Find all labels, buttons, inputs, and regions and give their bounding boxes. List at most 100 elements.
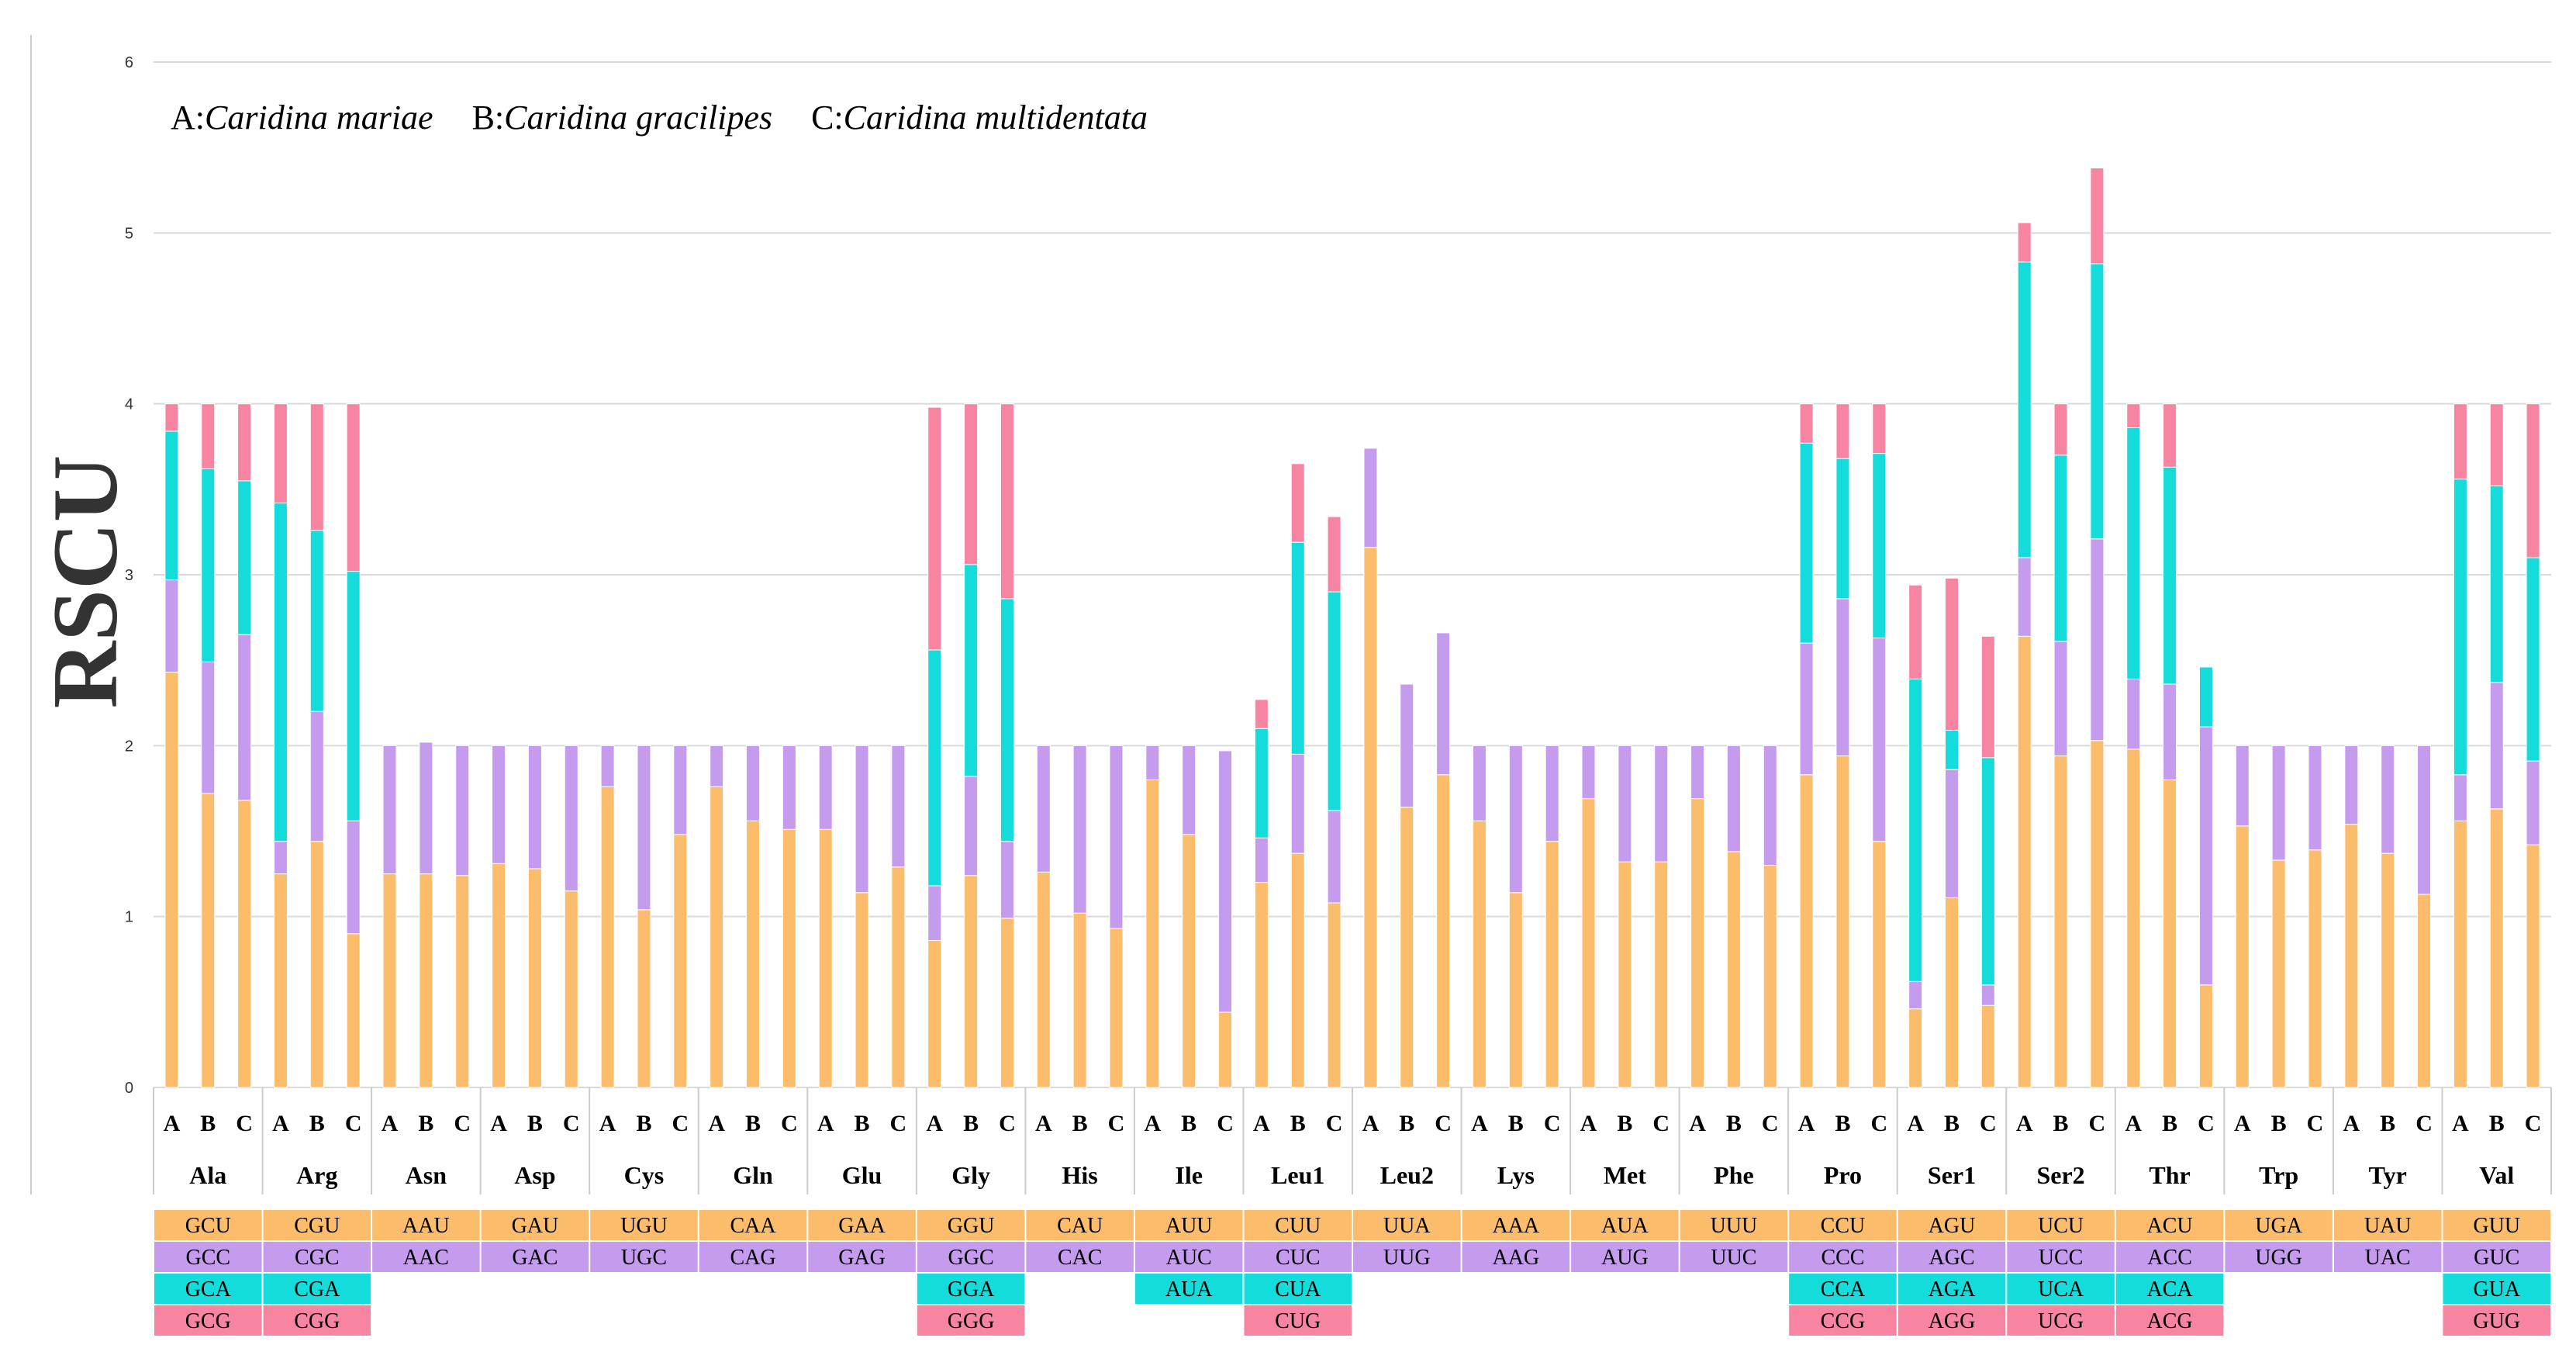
codon-label: UCA [2038,1277,2084,1302]
species-label-a: A [1253,1111,1270,1136]
bar-pro-a-ccc [1799,642,1814,776]
codon-label: UGA [2255,1214,2302,1238]
codon-label: GAA [838,1214,886,1238]
amino-acid-label: Leu1 [1271,1161,1324,1189]
bar-ala-c-gcg [237,403,252,482]
bar-pro-b-cca [1835,458,1850,600]
bar-tyr-b-uac [2381,745,2395,854]
bar-ala-a-gcu [164,672,179,1088]
amino-acid-label: Asn [406,1161,447,1189]
amino-acid-label: His [1062,1161,1098,1189]
codon-cell [1897,1242,2006,1272]
bar-thr-a-acu [2126,748,2141,1088]
codon-cell [154,1242,262,1272]
species-label-c: C [999,1111,1016,1136]
bar-gly-a-ggc [927,885,942,942]
codon-label: GAU [512,1214,559,1238]
bar-arg-a-cgc [273,841,288,875]
bar-met-b-aug [1618,745,1632,863]
codon-cell [1134,1242,1243,1272]
species-label-a: A [2125,1111,2142,1136]
species-label-c: C [1435,1111,1452,1136]
bar-ser2-b-ucu [2053,755,2068,1088]
codon-cell [2225,1210,2333,1240]
bar-ser1-c-agu [1980,1004,1995,1088]
bar-asp-c-gau [564,890,578,1088]
bar-pro-c-ccu [1872,841,1887,1088]
species-label-c: C [563,1111,580,1136]
bar-lys-c-aag [1545,745,1559,842]
bar-his-c-cac [1109,745,1124,929]
codon-label: GGA [948,1277,995,1302]
codon-cell [2443,1274,2550,1304]
bar-asn-a-aau [382,873,397,1088]
bar-tyr-a-uac [2344,745,2359,825]
bar-tyr-a-uau [2344,824,2359,1088]
codon-cell [2007,1210,2115,1240]
bar-his-b-cac [1072,745,1087,914]
bar-gly-a-ggu [927,940,942,1088]
codon-cell [917,1305,1025,1336]
bar-val-c-guc [2526,760,2540,845]
bar-glu-b-gaa [855,892,869,1088]
bar-val-c-gua [2526,557,2540,762]
amino-acid-label: Asp [514,1161,555,1189]
bar-arg-c-cgc [346,820,361,935]
bar-gln-b-cag [746,745,760,821]
codon-label: GAG [838,1246,886,1270]
codon-cell [917,1274,1025,1304]
codon-cell [1789,1274,1897,1304]
codon-cell [372,1242,480,1272]
species-label-b: B [855,1111,870,1136]
bar-arg-b-cgc [309,710,324,842]
codon-label: AUA [1601,1214,1649,1238]
bar-lys-c-aaa [1545,841,1559,1088]
codon-cell [2007,1242,2115,1272]
bar-ile-b-auc [1182,745,1196,835]
codon-cell [1244,1305,1352,1336]
bar-tyr-c-uau [2417,894,2432,1088]
codon-label: AUU [1165,1214,1213,1238]
bar-pro-a-ccg [1799,403,1814,444]
bar-cys-b-ugu [637,909,651,1088]
codon-cell [2333,1242,2442,1272]
codon-table: GCU GCC GCA GCG CGU CGC CGA CGG AAU AAC GAU GAC UGU U… [154,1210,2550,1336]
codon-label: AUG [1601,1246,1649,1270]
bar-ser2-c-uca [2090,263,2105,540]
codon-label: CGG [294,1309,340,1333]
codon-label: ACA [2147,1277,2194,1302]
codon-label: CCC [1821,1246,1864,1270]
codon-label: GUC [2474,1246,2519,1270]
bar-ile-b-auu [1182,834,1196,1088]
species-label-b: B [636,1111,651,1136]
bars [164,168,2540,1088]
bar-leu2-a-uug [1363,448,1378,548]
codon-label: AAG [1492,1246,1539,1270]
codon-label: GUU [2473,1214,2520,1238]
bar-val-a-gug [2453,403,2467,480]
bar-ala-a-gca [164,430,179,581]
bar-ala-c-gcc [237,634,252,801]
y-tick-label: 1 [125,909,133,926]
codon-label: CGC [295,1246,340,1270]
species-label-a: A [2234,1111,2251,1136]
bar-ser1-b-agg [1945,577,1959,731]
amino-acid-label: Trp [2259,1161,2298,1189]
bar-pro-a-ccu [1799,774,1814,1088]
codon-cell [1244,1210,1352,1240]
species-label-b: B [1835,1111,1850,1136]
bar-ser1-b-agu [1945,897,1959,1088]
bar-leu2-c-uug [1436,632,1451,776]
species-label-a: A [1907,1111,1924,1136]
codon-label: UCC [2039,1246,2084,1270]
bar-trp-a-ugg [2235,745,2250,827]
bar-ala-c-gca [237,480,252,635]
species-label-a: A [1580,1111,1597,1136]
bar-arg-a-cga [273,502,288,842]
bar-thr-b-acg [2163,403,2177,468]
amino-acid-label: Glu [842,1161,882,1189]
bar-val-c-guu [2526,844,2540,1088]
bar-met-a-aua [1581,798,1596,1088]
bar-pro-c-cca [1872,453,1887,639]
